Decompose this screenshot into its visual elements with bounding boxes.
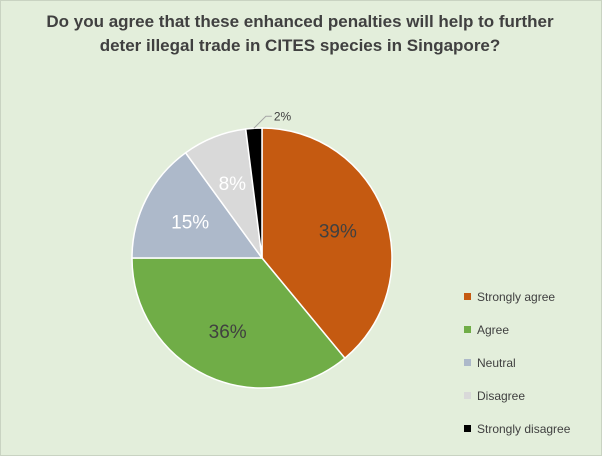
data-label-agree: 36% <box>209 322 247 343</box>
chart-title: Do you agree that these enhanced penalti… <box>46 12 554 55</box>
data-label-disagree: 8% <box>219 174 247 195</box>
legend-item-disagree: Disagree <box>464 379 600 412</box>
leader-line <box>253 115 272 129</box>
legend-label: Neutral <box>477 355 516 370</box>
data-label-strongly-agree: 39% <box>319 222 357 243</box>
legend-swatch <box>464 425 471 432</box>
pie-slice-strongly-agree <box>261 127 393 360</box>
data-label-neutral: 15% <box>171 212 209 233</box>
legend-swatch <box>464 392 471 399</box>
legend-label: Strongly agree <box>477 289 556 304</box>
data-label-strongly-disagree: 2% <box>274 109 292 123</box>
chart-legend: Strongly agree Agree Neutral Disagree Strong… <box>464 280 600 445</box>
legend-label: Agree <box>477 322 510 337</box>
pie-slice-agree <box>131 257 346 389</box>
legend-item-agree: Agree <box>464 313 600 346</box>
legend-item-strongly-agree: Strongly agree <box>464 280 600 313</box>
legend-label: Disagree <box>477 388 526 403</box>
legend-item-strongly-disagree: Strongly disagree <box>464 412 600 445</box>
legend-swatch <box>464 326 471 333</box>
legend-swatch <box>464 293 471 300</box>
pie-slice-neutral <box>131 151 264 259</box>
legend-swatch <box>464 359 471 366</box>
legend-item-neutral: Neutral <box>464 346 600 379</box>
legend-label: Strongly disagree <box>477 421 571 436</box>
